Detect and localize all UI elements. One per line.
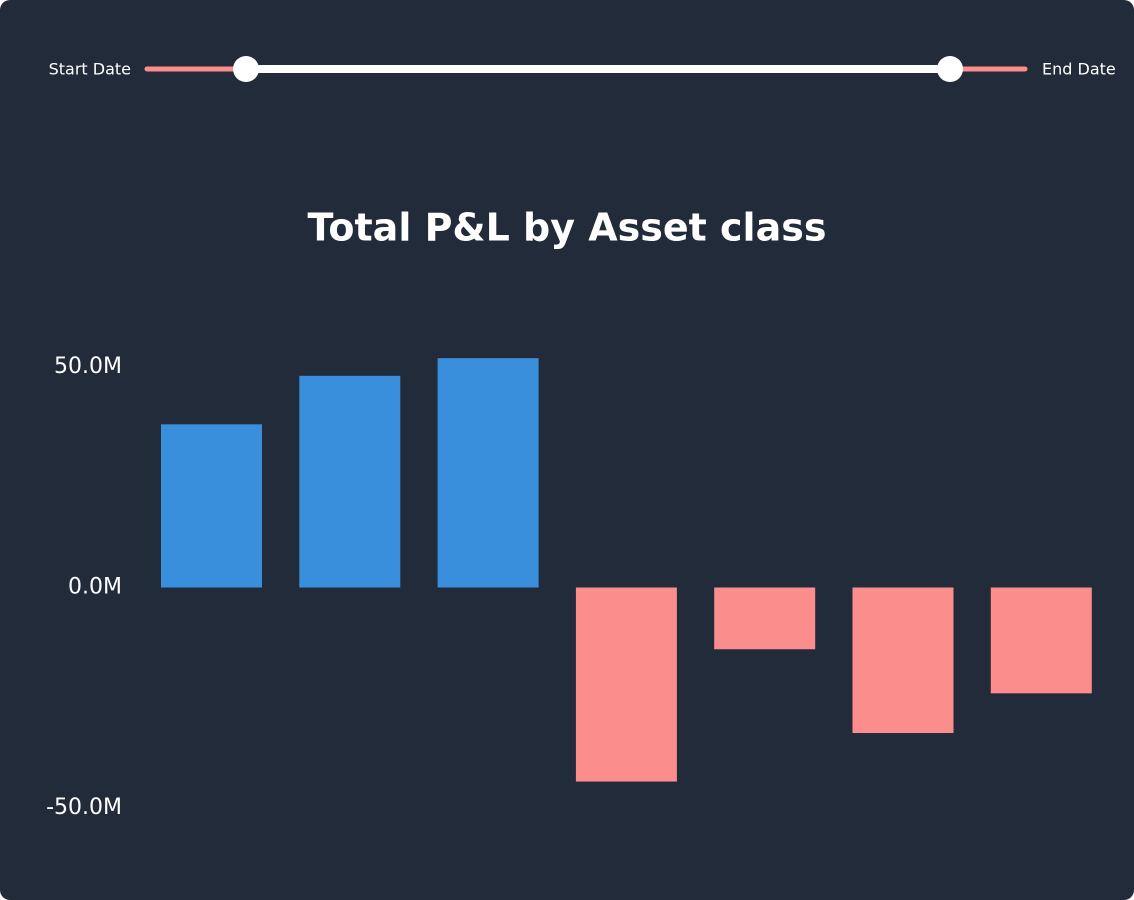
bar bbox=[990, 587, 1092, 694]
y-tick-label: 50.0M bbox=[54, 354, 122, 379]
chart-title: Total P&L by Asset class bbox=[308, 206, 827, 250]
y-tick-label: 0.0M bbox=[68, 575, 122, 600]
y-tick-label: -50.0M bbox=[46, 795, 122, 820]
bar bbox=[299, 375, 401, 588]
bar bbox=[437, 358, 539, 588]
end-handle[interactable] bbox=[937, 56, 963, 82]
start-label: Start Date bbox=[49, 60, 131, 79]
bar bbox=[714, 587, 816, 650]
start-handle[interactable] bbox=[233, 56, 259, 82]
end-label: End Date bbox=[1042, 60, 1116, 79]
bar bbox=[852, 587, 954, 734]
bar bbox=[575, 587, 677, 782]
bar bbox=[161, 424, 262, 588]
